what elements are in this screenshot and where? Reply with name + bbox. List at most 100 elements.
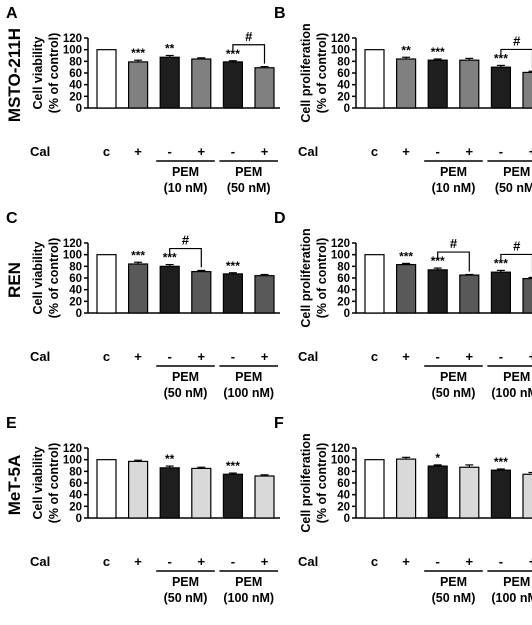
group-concentration: (50 nM) xyxy=(227,181,271,195)
y-tick-label: 20 xyxy=(69,91,82,103)
y-tick-label: 40 xyxy=(69,285,82,297)
cal-value: + xyxy=(466,554,474,569)
bar xyxy=(96,459,117,519)
y-tick-label: 20 xyxy=(69,296,82,308)
bar xyxy=(459,274,480,314)
cal-value: + xyxy=(261,349,269,364)
bar xyxy=(490,66,511,109)
significance-label: *** xyxy=(494,455,508,469)
y-axis-title: (% of control) xyxy=(47,33,61,114)
group-concentration: (100 nM) xyxy=(491,591,532,605)
cal-value: c xyxy=(371,554,378,569)
bar xyxy=(222,273,243,314)
group-label: PEM xyxy=(172,165,199,179)
y-tick-label: 100 xyxy=(331,250,350,262)
y-tick-label: 60 xyxy=(337,68,350,80)
significance-label: *** xyxy=(131,248,145,262)
panel-label: C xyxy=(6,210,18,227)
group-label: PEM xyxy=(235,575,262,589)
y-tick-label: 40 xyxy=(69,80,82,92)
cal-value: + xyxy=(261,144,269,159)
y-axis-title: (% of control) xyxy=(47,443,61,524)
bar xyxy=(191,270,212,314)
bar xyxy=(396,458,417,519)
group-label: PEM xyxy=(235,370,262,384)
y-tick-label: 80 xyxy=(337,56,350,68)
significance-bracket xyxy=(169,247,202,268)
y-tick-label: 100 xyxy=(331,45,350,57)
group-concentration: (50 nM) xyxy=(164,591,208,605)
cal-label: Cal xyxy=(298,144,318,159)
y-tick-label: 80 xyxy=(69,261,82,273)
bar xyxy=(222,473,243,519)
panel-f: F Cell proliferation (% of control) 0204060… xyxy=(274,415,532,605)
significance-label: ** xyxy=(165,42,175,56)
bar xyxy=(364,459,385,519)
cal-value: - xyxy=(168,349,172,364)
significance-label: *** xyxy=(226,47,240,61)
cal-value: + xyxy=(402,554,410,569)
bar xyxy=(396,263,417,314)
significance-bracket xyxy=(437,251,470,272)
bar xyxy=(490,469,511,519)
y-axis-title: Cell proliferation xyxy=(299,433,313,532)
significance-label: *** xyxy=(431,45,445,59)
significance-label: *** xyxy=(226,459,240,473)
bar xyxy=(254,67,275,109)
cal-label: Cal xyxy=(298,554,318,569)
significance-bracket xyxy=(500,253,532,275)
bracket-label: # xyxy=(513,33,521,48)
y-axis-title: (% of control) xyxy=(315,33,329,114)
significance-bracket xyxy=(232,44,266,64)
bar xyxy=(522,71,532,109)
bar xyxy=(222,61,243,109)
bar xyxy=(427,59,448,109)
y-tick-label: 0 xyxy=(344,513,350,525)
bar xyxy=(254,275,275,314)
group-label: PEM xyxy=(440,370,467,384)
cal-label: Cal xyxy=(30,144,50,159)
y-tick-label: 40 xyxy=(337,80,350,92)
cal-value: c xyxy=(103,144,110,159)
y-tick-label: 60 xyxy=(337,478,350,490)
y-tick-label: 0 xyxy=(76,513,82,525)
y-axis-title: (% of control) xyxy=(315,238,329,319)
bar xyxy=(159,265,180,314)
bar xyxy=(459,59,480,109)
y-tick-label: 120 xyxy=(331,238,350,250)
group-label: PEM xyxy=(235,165,262,179)
panel-label: B xyxy=(274,5,286,22)
row-label: REN xyxy=(5,262,24,298)
group-concentration: (100 nM) xyxy=(223,591,274,605)
y-tick-label: 80 xyxy=(69,466,82,478)
bracket-label: # xyxy=(245,29,253,44)
cal-value: - xyxy=(168,144,172,159)
y-tick-label: 60 xyxy=(69,273,82,285)
cal-value: - xyxy=(231,144,235,159)
y-axis-title: Cell proliferation xyxy=(299,23,313,122)
panel-e: E MeT-5A Cell viability (% of control) 02040… xyxy=(5,415,280,605)
group-label: PEM xyxy=(172,370,199,384)
y-tick-label: 20 xyxy=(337,296,350,308)
y-tick-label: 60 xyxy=(69,478,82,490)
bracket-label: # xyxy=(182,233,190,248)
group-concentration: (50 nM) xyxy=(495,181,532,195)
y-tick-label: 80 xyxy=(337,261,350,273)
cal-value: c xyxy=(103,349,110,364)
y-axis-title: Cell viability xyxy=(31,241,45,314)
cal-value: + xyxy=(466,349,474,364)
bar xyxy=(128,61,149,109)
group-concentration: (50 nM) xyxy=(164,386,208,400)
cal-value: c xyxy=(371,144,378,159)
y-tick-label: 0 xyxy=(76,103,82,115)
cal-value: - xyxy=(231,349,235,364)
row-label: MSTO-211H xyxy=(5,28,24,122)
group-label: PEM xyxy=(503,165,530,179)
bar xyxy=(128,263,149,314)
bar xyxy=(128,460,149,519)
bar xyxy=(427,269,448,314)
panel-c: C REN Cell viability (% of control) 02040608… xyxy=(5,210,280,400)
cal-value: + xyxy=(529,144,532,159)
y-tick-label: 100 xyxy=(331,455,350,467)
